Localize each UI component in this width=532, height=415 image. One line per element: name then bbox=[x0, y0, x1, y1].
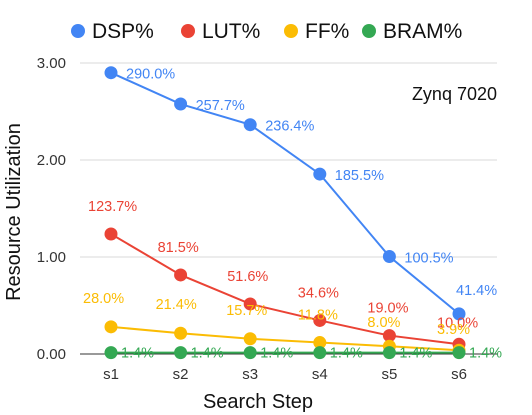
data-label: 34.6% bbox=[298, 285, 339, 301]
data-point bbox=[174, 268, 188, 282]
x-tick-label: s1 bbox=[103, 366, 119, 383]
data-point bbox=[243, 297, 257, 311]
y-tick-label: 2.00 bbox=[37, 152, 66, 169]
data-point bbox=[452, 307, 466, 321]
data-point bbox=[382, 329, 396, 343]
data-label: 236.4% bbox=[265, 119, 314, 135]
data-label: 185.5% bbox=[335, 168, 384, 184]
data-point bbox=[174, 97, 188, 111]
data-label: 1.4% bbox=[399, 346, 432, 362]
y-tick-label: 1.00 bbox=[37, 249, 66, 266]
chart-annotation: Zynq 7020 bbox=[412, 84, 497, 104]
data-label: 11.8% bbox=[298, 308, 338, 324]
x-tick-label: s4 bbox=[312, 366, 328, 383]
x-tick-label: s3 bbox=[242, 366, 258, 383]
data-point bbox=[104, 346, 118, 360]
data-label: 3.9% bbox=[437, 322, 470, 338]
legend: DSP% LUT% FF% BRAM% bbox=[71, 20, 462, 43]
legend-marker bbox=[284, 24, 298, 38]
legend-marker bbox=[181, 24, 195, 38]
axes: 0.00 1.00 2.00 3.00 s1 s2 s3 s4 s5 s6 bbox=[37, 55, 497, 383]
data-point bbox=[313, 336, 327, 350]
data-label: 123.7% bbox=[88, 199, 137, 215]
legend-marker bbox=[71, 24, 85, 38]
data-point bbox=[313, 167, 327, 181]
data-label: 21.4% bbox=[156, 297, 197, 313]
data-point bbox=[174, 326, 188, 340]
series-line-ff bbox=[110, 325, 460, 352]
data-label: 257.7% bbox=[196, 98, 245, 114]
data-label: 1.4% bbox=[191, 346, 224, 362]
legend-marker bbox=[362, 24, 376, 38]
data-labels: 290.0% 257.7% 236.4% 185.5% 100.5%41.4% 123.7… bbox=[83, 67, 502, 362]
data-point bbox=[382, 250, 396, 264]
data-label: 1.4% bbox=[260, 346, 293, 362]
data-label: 1.4% bbox=[121, 346, 154, 362]
legend-label: BRAM% bbox=[383, 20, 462, 43]
data-label: 51.6% bbox=[227, 269, 268, 285]
data-label: 19.0% bbox=[367, 301, 408, 317]
data-label: 81.5% bbox=[158, 240, 199, 256]
data-point bbox=[174, 346, 188, 360]
data-label: 28.0% bbox=[83, 291, 124, 307]
x-tick-label: s5 bbox=[381, 366, 397, 383]
series-line-lut bbox=[110, 233, 460, 346]
data-label: 100.5% bbox=[404, 251, 453, 267]
data-point bbox=[313, 313, 327, 327]
data-point bbox=[452, 346, 466, 360]
series-line-dsp bbox=[110, 71, 460, 315]
data-label: 290.0% bbox=[126, 67, 175, 83]
y-tick-label: 0.00 bbox=[37, 346, 66, 363]
data-point bbox=[243, 332, 257, 346]
data-point bbox=[104, 66, 118, 80]
data-point bbox=[104, 227, 118, 241]
x-tick-label: s6 bbox=[451, 366, 467, 383]
x-axis-title: Search Step bbox=[203, 391, 313, 413]
data-label: 1.4% bbox=[330, 346, 363, 362]
y-tick-label: 3.00 bbox=[37, 55, 66, 72]
legend-label: LUT% bbox=[202, 20, 260, 43]
data-label: 1.4% bbox=[469, 346, 502, 362]
data-point bbox=[243, 346, 257, 360]
series-group bbox=[104, 66, 466, 360]
data-point bbox=[313, 346, 327, 360]
data-label: 15.7% bbox=[226, 303, 267, 319]
legend-label: FF% bbox=[305, 20, 349, 43]
data-point bbox=[104, 320, 118, 334]
y-axis-title: Resource Utilization bbox=[3, 123, 25, 301]
data-point bbox=[243, 118, 257, 132]
data-label: 41.4% bbox=[456, 283, 497, 299]
data-label: 8.0% bbox=[367, 315, 400, 331]
x-tick-label: s2 bbox=[173, 366, 189, 383]
data-label: 10.0% bbox=[437, 315, 478, 331]
legend-label: DSP% bbox=[92, 20, 154, 43]
data-point bbox=[382, 346, 396, 360]
